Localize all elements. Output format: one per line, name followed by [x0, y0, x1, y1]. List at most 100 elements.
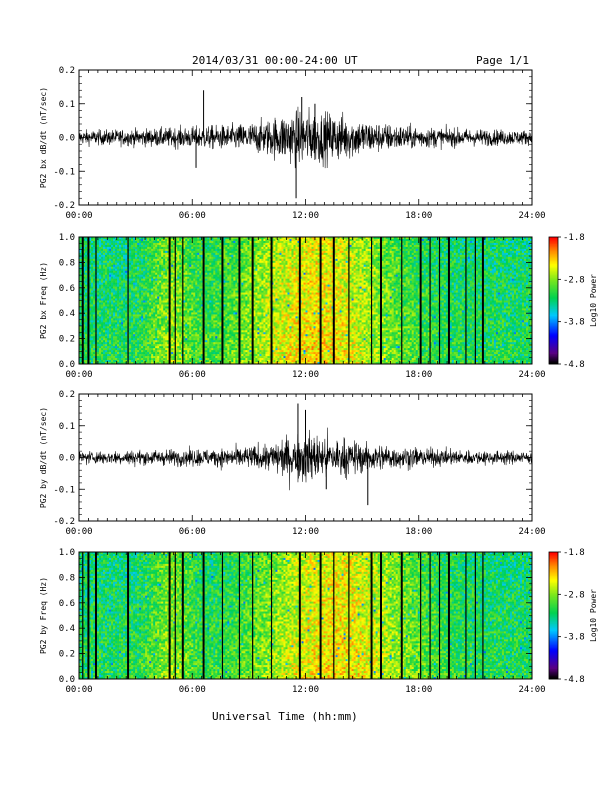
spectrogram-cell: [197, 356, 199, 358]
spectrogram-cell: [209, 269, 211, 271]
spectrogram-cell: [101, 340, 103, 342]
spectrogram-cell: [207, 281, 209, 283]
spectrogram-cell: [207, 267, 209, 269]
spectrogram-cell: [191, 263, 193, 265]
spectrogram-cell: [219, 318, 221, 320]
spectrogram-cell: [133, 265, 135, 267]
spectrogram-cell: [189, 263, 191, 265]
spectrogram-cell: [163, 295, 165, 297]
spectrogram-cell: [177, 289, 179, 291]
spectrogram-cell: [117, 243, 119, 245]
spectrogram-cell: [211, 295, 213, 297]
spectrogram-cell: [143, 291, 145, 293]
spectrogram-cell: [133, 346, 135, 348]
spectrogram-cell: [195, 342, 197, 344]
spectrogram-cell: [107, 322, 109, 324]
spectrogram-cell: [207, 348, 209, 350]
spectrogram-cell: [215, 350, 217, 352]
spectrogram-cell: [207, 358, 209, 360]
spectrogram-cell: [171, 308, 173, 310]
spectrogram-cell: [111, 247, 113, 249]
spectrogram-cell: [107, 344, 109, 346]
spectrogram-cell: [137, 334, 139, 336]
spectrogram-cell: [93, 322, 95, 324]
spectrogram-cell: [155, 259, 157, 261]
spectrogram-cell: [151, 257, 153, 259]
spectrogram-cell: [85, 358, 87, 360]
spectrogram-cell: [195, 340, 197, 342]
spectrogram-cell: [179, 306, 181, 308]
spectrogram-cell: [123, 279, 125, 281]
spectrogram-cell: [213, 259, 215, 261]
spectrogram-cell: [93, 283, 95, 285]
spectrogram-cell: [187, 295, 189, 297]
spectrogram-cell: [125, 348, 127, 350]
y-tick-label: 0.0: [59, 134, 75, 144]
spectrogram-cell: [135, 330, 137, 332]
spectrogram-cell: [179, 267, 181, 269]
spectrogram-cell: [211, 283, 213, 285]
spectrogram-cell: [141, 344, 143, 346]
spectrogram-cell: [93, 316, 95, 318]
spectrogram-cell: [191, 271, 193, 273]
spectrogram-cell: [155, 265, 157, 267]
spectrogram-cell: [161, 265, 163, 267]
spectrogram-cell: [129, 344, 131, 346]
spectrogram-cell: [225, 314, 227, 316]
spectrogram-cell: [219, 287, 221, 289]
spectrogram-cell: [197, 239, 199, 241]
spectrogram-cell: [159, 306, 161, 308]
spectrogram-cell: [225, 318, 227, 320]
spectrogram-cell: [161, 326, 163, 328]
spectrogram-cell: [147, 289, 149, 291]
spectrogram-cell: [151, 247, 153, 249]
spectrogram-cell: [143, 350, 145, 352]
spectrogram-cell: [219, 330, 221, 332]
spectrogram-cell: [119, 301, 121, 303]
spectrogram-cell: [211, 308, 213, 310]
spectrogram-cell: [131, 346, 133, 348]
spectrogram-cell: [149, 253, 151, 255]
spectrogram-cell: [93, 285, 95, 287]
spectrogram-cell: [205, 273, 207, 275]
spectrogram-cell: [123, 245, 125, 247]
spectrogram-cell: [159, 312, 161, 314]
spectrogram-cell: [229, 241, 231, 243]
spectrogram-cell: [185, 287, 187, 289]
spectrogram-cell: [187, 304, 189, 306]
spectrogram-cell: [185, 342, 187, 344]
spectrogram-cell: [101, 269, 103, 271]
spectrogram-cell: [103, 257, 105, 259]
spectrogram-cell: [225, 320, 227, 322]
spectrogram-cell: [101, 281, 103, 283]
spectrogram-cell: [137, 346, 139, 348]
spectrogram-cell: [177, 267, 179, 269]
spectrogram-cell: [135, 251, 137, 253]
spectrogram-cell: [147, 334, 149, 336]
spectrogram-cell: [115, 304, 117, 306]
spectrogram-cell: [211, 251, 213, 253]
spectrogram-cell: [115, 336, 117, 338]
spectrogram-cell: [149, 269, 151, 271]
spectrogram-cell: [91, 273, 93, 275]
spectrogram-cell: [189, 297, 191, 299]
spectrogram-cell: [125, 330, 127, 332]
spectrogram-cell: [123, 330, 125, 332]
spectrogram-cell: [147, 275, 149, 277]
spectrogram-cell: [223, 332, 225, 334]
spectrogram-cell: [199, 320, 201, 322]
spectrogram-cell: [151, 275, 153, 277]
spectrogram-cell: [215, 358, 217, 360]
spectrogram-cell: [129, 320, 131, 322]
spectrogram-cell: [153, 291, 155, 293]
spectrogram-cell: [135, 281, 137, 283]
spectrogram-cell: [107, 293, 109, 295]
spectrogram-cell: [109, 267, 111, 269]
spectrogram-cell: [113, 251, 115, 253]
spectrogram-cell: [129, 356, 131, 358]
spectrogram-cell: [141, 316, 143, 318]
spectrogram-cell: [217, 241, 219, 243]
spectrogram-cell: [215, 326, 217, 328]
spectrogram-cell: [213, 326, 215, 328]
spectrogram-cell: [131, 265, 133, 267]
